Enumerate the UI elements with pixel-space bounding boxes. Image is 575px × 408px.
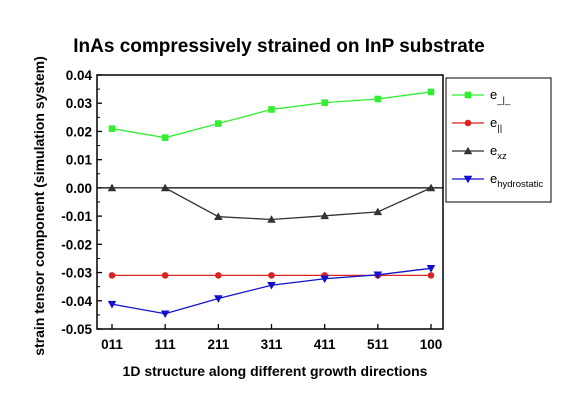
x-tick-label: 511 (367, 337, 389, 352)
data-point (160, 183, 170, 192)
y-tick-label: 0.01 (66, 153, 93, 168)
data-point (373, 271, 383, 280)
data-point (373, 207, 383, 216)
data-point (107, 183, 117, 192)
data-point (267, 281, 276, 290)
x-tick-label: 211 (207, 337, 229, 352)
y-tick-label: 0.03 (66, 96, 93, 111)
data-point (427, 272, 435, 279)
data-point (160, 310, 170, 319)
x-tick-label: 311 (261, 337, 283, 352)
data-point (107, 300, 117, 309)
data-point (426, 183, 436, 192)
data-point (321, 99, 328, 106)
data-point (427, 88, 435, 96)
data-point (214, 295, 223, 303)
series-circle (108, 272, 435, 279)
series-triangle-up (107, 183, 436, 223)
plot-frame (96, 74, 444, 330)
legend-label: e|| (490, 115, 502, 134)
series-triangle-down (107, 265, 436, 319)
data-point (161, 272, 169, 279)
data-point (161, 134, 169, 141)
y-tick-label: 0.04 (66, 68, 93, 83)
data-point (268, 272, 275, 279)
legend-item: ehydrostatic (452, 171, 543, 190)
legend-swatch-marker (464, 91, 472, 99)
y-tick-label: -0.04 (61, 294, 92, 309)
x-tick-label: 111 (155, 337, 177, 352)
plot-border (96, 74, 444, 330)
y-tick-label: -0.01 (61, 209, 92, 224)
legend-swatch-marker (463, 175, 473, 184)
series-square (108, 88, 435, 141)
series-line (112, 187, 432, 221)
x-tick-label: 100 (420, 337, 443, 352)
y-tick-label: -0.02 (61, 237, 92, 252)
series-layer (107, 88, 436, 319)
legend-label: ehydrostatic (490, 171, 543, 190)
data-point (320, 211, 329, 220)
y-axis-ticks: -0.05 -0.04 -0.03 -0.02 -0.01 0.00 0.01 0.02 0.0… (61, 68, 102, 337)
x-axis-title: 1D structure along different growth dire… (123, 363, 428, 379)
legend-item: e|| (452, 115, 502, 134)
data-point (374, 95, 382, 103)
legend-swatch-marker (463, 146, 473, 155)
data-point (426, 265, 436, 273)
x-tick-label: 411 (314, 337, 336, 352)
data-point (320, 275, 329, 284)
chart-title: InAs compressively strained on InP subst… (73, 36, 484, 57)
x-tick-label: 011 (101, 337, 123, 352)
y-tick-label: -0.03 (61, 266, 92, 281)
y-tick-label: 0.02 (66, 124, 92, 139)
legend-item: exz (452, 143, 507, 162)
legend-box (445, 77, 552, 203)
legend: e_|_ e|| exz ehydrostatic (445, 77, 552, 203)
series-line (111, 91, 432, 139)
data-point (267, 215, 276, 223)
y-tick-label: -0.05 (61, 322, 92, 337)
data-point (214, 212, 223, 220)
data-point (108, 272, 116, 279)
legend-label: exz (490, 143, 507, 162)
legend-swatch-marker (464, 119, 472, 127)
x-axis-ticks: 011 111 211 311 411 511 100 (101, 324, 442, 352)
y-tick-label: 0.00 (66, 181, 92, 196)
data-point (215, 120, 222, 127)
y-axis-title: strain tensor component (simulation syst… (31, 56, 47, 356)
data-point (108, 125, 116, 132)
legend-label: e_|_ (490, 87, 511, 106)
data-point (268, 106, 275, 113)
legend-item: e_|_ (452, 87, 511, 106)
data-point (215, 272, 222, 279)
